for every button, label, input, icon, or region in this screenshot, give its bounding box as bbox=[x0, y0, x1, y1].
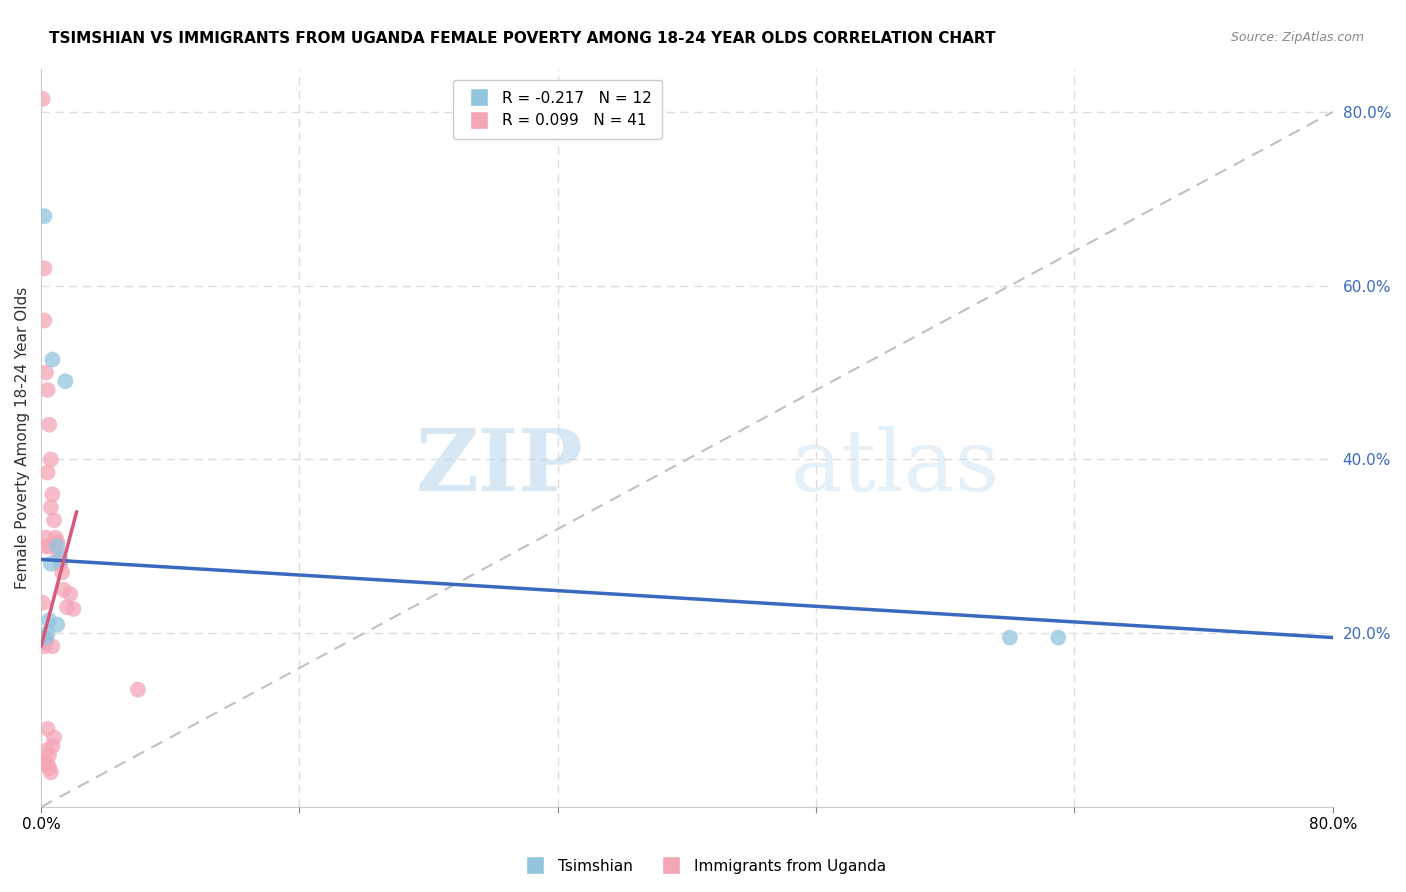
Point bbox=[37, 722, 59, 736]
Point bbox=[35, 531, 58, 545]
Point bbox=[48, 548, 70, 562]
Point bbox=[34, 209, 56, 223]
Point bbox=[34, 756, 56, 771]
Point bbox=[56, 600, 79, 615]
Point bbox=[37, 756, 59, 771]
Legend: Tsimshian, Immigrants from Uganda: Tsimshian, Immigrants from Uganda bbox=[513, 853, 893, 880]
Point bbox=[45, 531, 67, 545]
Point bbox=[35, 631, 58, 645]
Point bbox=[1047, 631, 1070, 645]
Point bbox=[49, 552, 72, 566]
Point bbox=[39, 452, 62, 467]
Point bbox=[53, 374, 76, 388]
Point bbox=[31, 92, 53, 106]
Text: TSIMSHIAN VS IMMIGRANTS FROM UGANDA FEMALE POVERTY AMONG 18-24 YEAR OLDS CORRELA: TSIMSHIAN VS IMMIGRANTS FROM UGANDA FEMA… bbox=[49, 31, 995, 46]
Y-axis label: Female Poverty Among 18-24 Year Olds: Female Poverty Among 18-24 Year Olds bbox=[15, 286, 30, 589]
Point bbox=[37, 626, 59, 640]
Point bbox=[37, 466, 59, 480]
Point bbox=[35, 635, 58, 649]
Point bbox=[34, 261, 56, 276]
Point bbox=[46, 617, 69, 632]
Point bbox=[35, 539, 58, 553]
Point bbox=[38, 747, 60, 762]
Point bbox=[49, 557, 72, 571]
Point bbox=[41, 739, 63, 754]
Point bbox=[34, 640, 56, 654]
Point bbox=[38, 761, 60, 775]
Text: Source: ZipAtlas.com: Source: ZipAtlas.com bbox=[1230, 31, 1364, 45]
Point bbox=[38, 613, 60, 627]
Point bbox=[42, 731, 65, 745]
Point bbox=[35, 743, 58, 757]
Point bbox=[38, 417, 60, 432]
Point bbox=[34, 635, 56, 649]
Point bbox=[31, 596, 53, 610]
Legend: R = -0.217   N = 12, R = 0.099   N = 41: R = -0.217 N = 12, R = 0.099 N = 41 bbox=[453, 80, 662, 139]
Point bbox=[41, 487, 63, 501]
Point bbox=[39, 500, 62, 515]
Point bbox=[46, 535, 69, 549]
Point bbox=[34, 631, 56, 645]
Point bbox=[52, 582, 75, 597]
Text: ZIP: ZIP bbox=[416, 425, 583, 509]
Point bbox=[62, 602, 84, 616]
Point bbox=[35, 366, 58, 380]
Point bbox=[51, 566, 73, 580]
Point bbox=[39, 765, 62, 780]
Point bbox=[37, 383, 59, 397]
Point bbox=[31, 631, 53, 645]
Point bbox=[42, 513, 65, 527]
Point bbox=[41, 352, 63, 367]
Point bbox=[34, 313, 56, 327]
Text: atlas: atlas bbox=[790, 425, 1000, 508]
Point bbox=[38, 539, 60, 553]
Point bbox=[41, 640, 63, 654]
Point bbox=[46, 539, 69, 553]
Point bbox=[127, 682, 149, 697]
Point bbox=[39, 557, 62, 571]
Point bbox=[31, 635, 53, 649]
Point bbox=[59, 587, 82, 601]
Point bbox=[998, 631, 1021, 645]
